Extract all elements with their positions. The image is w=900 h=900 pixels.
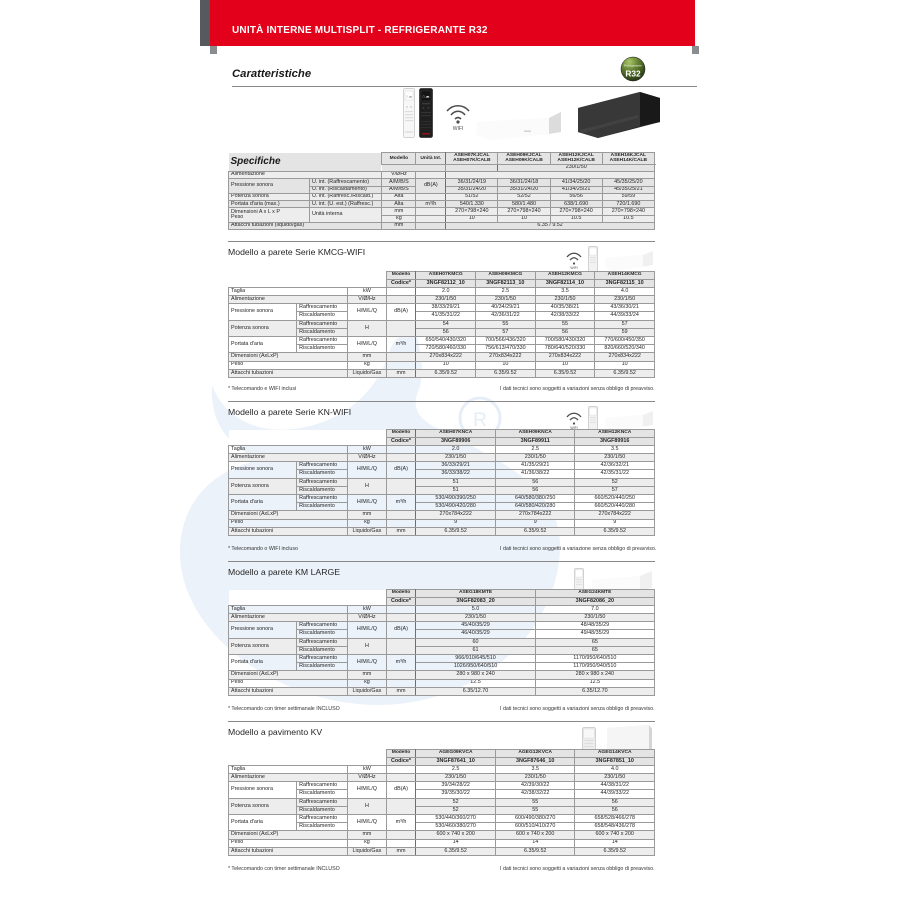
svg-text:R32: R32 [625, 69, 641, 79]
svg-text:⌂☁: ⌂☁ [406, 94, 412, 99]
svg-text:⌂☁: ⌂☁ [422, 94, 430, 99]
svg-text:WIFI: WIFI [453, 126, 464, 130]
svg-text:Refrigerante: Refrigerante [624, 64, 642, 68]
svg-text:R: R [473, 410, 487, 431]
svg-text:WIFI: WIFI [570, 266, 577, 269]
